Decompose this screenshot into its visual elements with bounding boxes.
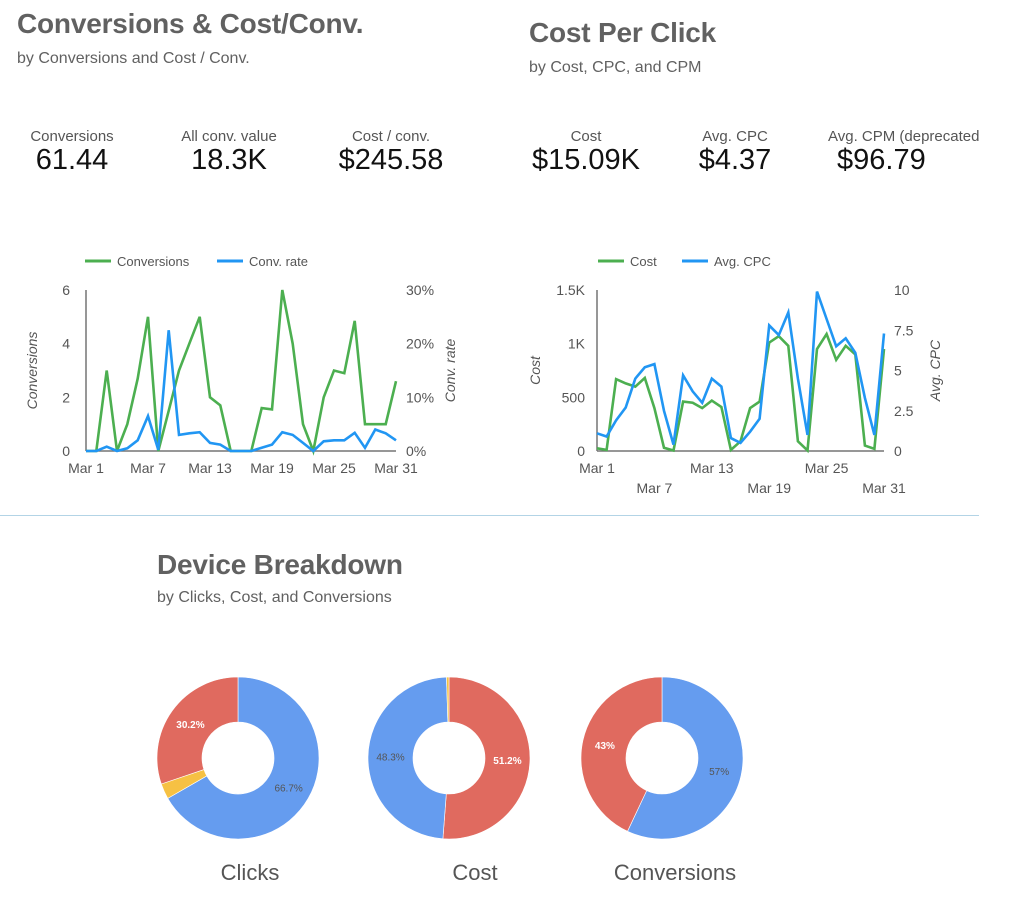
y-right-axis-title: Conv. rate [442,339,458,403]
x-tick-label: Mar 13 [188,460,232,476]
legend-label: Cost [630,254,657,269]
kpi-label: Cost / conv. [351,128,431,145]
clicks-donut-label: Clicks [220,860,280,885]
conversions-section-subtitle: by Conversions and Cost / Conv. [17,50,250,67]
y-right-tick-label: 10 [894,282,910,298]
cost-cpc-line-chart: Cost Avg. CPC 0 500 1K 1.5K 0 2.5 5 7.5 10 Cost Avg.… [527,254,943,496]
kpi-label: All conv. value [181,128,277,145]
x-tick-label: Mar 19 [747,480,791,496]
y-tick-label: 2 [62,389,70,405]
donut-slice-label: 48.3% [376,753,404,764]
kpi-value: 18.3K [191,144,267,175]
kpi-label: Avg. CPC [702,128,768,145]
x-tick-label: Mar 25 [805,460,849,476]
x-tick-label: Mar 25 [312,460,356,476]
donut-slice-label: 66.7% [274,783,302,794]
kpi-label: Avg. CPM (deprecated [828,128,979,145]
y-tick-label: 1K [568,336,586,352]
y-right-tick-label: 10% [406,389,434,405]
donut-slice-label: 30.2% [176,720,204,731]
y-tick-label: 0 [62,443,70,459]
x-tick-label: Mar 7 [637,480,673,496]
legend-label: Conversions [117,254,190,269]
clicks-donut-chart: 66.7% 30.2% [156,676,320,840]
kpi-value: $96.79 [837,144,926,175]
x-tick-label: Mar 1 [68,460,104,476]
y-tick-label: 1.5K [556,282,585,298]
x-tick-label: Mar 31 [862,480,906,496]
series-line-conversions [86,289,398,456]
legend-label: Conv. rate [249,254,308,269]
y-tick-label: 500 [562,389,586,405]
y-tick-label: 0 [577,443,585,459]
conversions-donut-chart: 57% 43% [580,676,744,840]
conversions-line-chart: Conversions Conv. rate 0 2 4 6 0% 10% 20% 30% Conv… [24,254,458,476]
x-tick-label: Mar 19 [250,460,294,476]
x-tick-label: Mar 31 [374,460,418,476]
cpc-section-subtitle: by Cost, CPC, and CPM [529,59,702,76]
x-tick-label: Mar 13 [690,460,734,476]
cost-donut-chart: 51.2% 48.3% [367,676,531,840]
y-right-tick-label: 2.5 [894,403,914,419]
kpi-value: $245.58 [338,144,444,175]
y-right-tick-label: 5 [894,363,902,379]
kpi-label: Conversions [30,128,114,145]
y-right-axis-title: Avg. CPC [927,339,943,402]
donut-slice-red-segment [156,676,239,785]
donut-slice-label: 43% [595,741,615,752]
y-right-tick-label: 7.5 [894,322,914,338]
series-line-cost [596,331,886,454]
donut-slice-label: 57% [709,767,729,778]
conversions-donut-label: Conversions [613,860,737,885]
kpi-all-conv-value: All conv. value 18.3K [164,128,294,175]
device-section-subtitle: by Clicks, Cost, and Conversions [157,589,392,606]
y-tick-label: 6 [62,282,70,298]
legend-label: Avg. CPC [714,254,771,269]
x-tick-label: Mar 1 [579,460,615,476]
kpi-value: $4.37 [698,144,772,175]
kpi-value: $15.09K [531,144,641,175]
conversions-section-title: Conversions & Cost/Conv. [17,8,364,39]
y-right-tick-label: 0% [406,443,426,459]
cost-donut-label: Cost [452,860,498,885]
kpi-avg-cpc: Avg. CPC $4.37 [684,128,786,175]
kpi-label: Cost [570,128,602,145]
donut-slice-yellow-segment [446,676,450,723]
y-axis-title: Conversions [24,332,40,410]
section-divider [0,515,979,516]
y-axis-title: Cost [527,355,543,385]
donut-slice-red-segment [580,676,663,832]
cpc-section-title: Cost Per Click [529,17,717,48]
series-line-avg-cpc [596,291,886,445]
donut-slice-blue-segment [367,676,449,840]
kpi-cost: Cost $15.09K [522,128,650,175]
donut-slice-blue-segment [627,676,744,840]
kpi-avg-cpm: Avg. CPM (deprecated $96.79 [828,128,979,175]
donut-slice-blue-segment [167,676,320,840]
y-right-tick-label: 20% [406,336,434,352]
device-section-title: Device Breakdown [157,549,403,580]
donut-slice-label: 51.2% [493,756,521,767]
y-right-tick-label: 30% [406,282,434,298]
y-tick-label: 4 [62,336,70,352]
x-tick-label: Mar 7 [130,460,166,476]
y-right-tick-label: 0 [894,443,902,459]
kpi-value: 61.44 [35,144,109,175]
donut-slice-red-segment [442,676,531,840]
kpi-conversions: Conversions 61.44 [12,128,132,175]
kpi-cost-per-conv: Cost / conv. $245.58 [320,128,462,175]
